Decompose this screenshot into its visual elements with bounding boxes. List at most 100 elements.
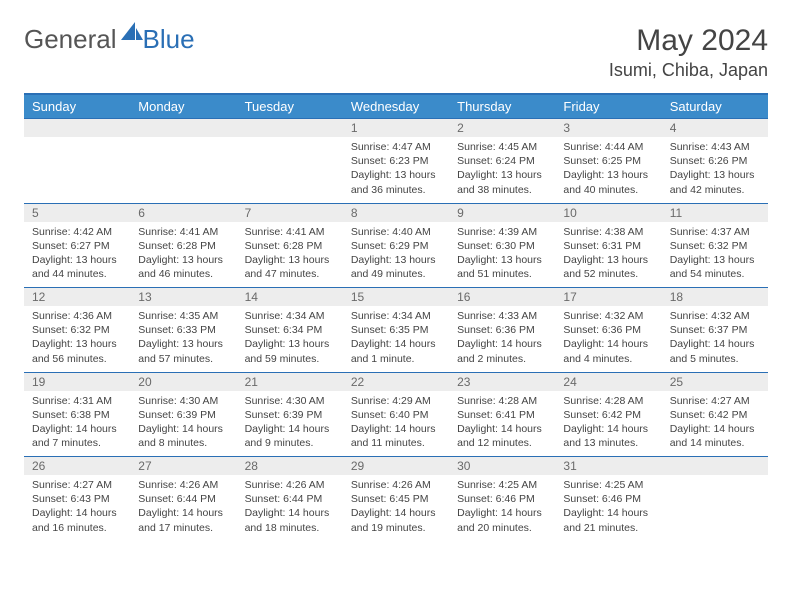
sunrise-text: Sunrise: 4:47 AM xyxy=(351,140,441,154)
sunrise-text: Sunrise: 4:28 AM xyxy=(457,394,547,408)
day-detail-cell: Sunrise: 4:31 AMSunset: 6:38 PMDaylight:… xyxy=(24,391,130,457)
day-detail-cell: Sunrise: 4:33 AMSunset: 6:36 PMDaylight:… xyxy=(449,306,555,372)
logo: General Blue xyxy=(24,24,195,55)
sunset-text: Sunset: 6:46 PM xyxy=(563,492,653,506)
daylight-text-2: and 52 minutes. xyxy=(563,267,653,281)
day-number-cell: 11 xyxy=(662,203,768,222)
day-number-cell xyxy=(130,119,236,138)
weekday-header: Sunday xyxy=(24,94,130,119)
daylight-text-1: Daylight: 14 hours xyxy=(245,422,335,436)
daylight-text-1: Daylight: 14 hours xyxy=(138,422,228,436)
day-detail-row: Sunrise: 4:36 AMSunset: 6:32 PMDaylight:… xyxy=(24,306,768,372)
day-detail-cell: Sunrise: 4:29 AMSunset: 6:40 PMDaylight:… xyxy=(343,391,449,457)
sunset-text: Sunset: 6:42 PM xyxy=(670,408,760,422)
day-number-cell: 30 xyxy=(449,457,555,476)
sunset-text: Sunset: 6:23 PM xyxy=(351,154,441,168)
daylight-text-2: and 8 minutes. xyxy=(138,436,228,450)
day-detail-cell: Sunrise: 4:38 AMSunset: 6:31 PMDaylight:… xyxy=(555,222,661,288)
sunset-text: Sunset: 6:31 PM xyxy=(563,239,653,253)
day-detail-cell xyxy=(130,137,236,203)
sunset-text: Sunset: 6:34 PM xyxy=(245,323,335,337)
day-number-cell: 9 xyxy=(449,203,555,222)
daylight-text-2: and 49 minutes. xyxy=(351,267,441,281)
sunrise-text: Sunrise: 4:40 AM xyxy=(351,225,441,239)
day-number-cell xyxy=(24,119,130,138)
day-detail-cell: Sunrise: 4:32 AMSunset: 6:37 PMDaylight:… xyxy=(662,306,768,372)
day-detail-cell: Sunrise: 4:36 AMSunset: 6:32 PMDaylight:… xyxy=(24,306,130,372)
day-detail-cell: Sunrise: 4:27 AMSunset: 6:42 PMDaylight:… xyxy=(662,391,768,457)
weekday-header: Saturday xyxy=(662,94,768,119)
day-number-cell: 12 xyxy=(24,288,130,307)
sunrise-text: Sunrise: 4:31 AM xyxy=(32,394,122,408)
day-number-cell: 2 xyxy=(449,119,555,138)
sunset-text: Sunset: 6:37 PM xyxy=(670,323,760,337)
day-detail-cell xyxy=(24,137,130,203)
sunrise-text: Sunrise: 4:39 AM xyxy=(457,225,547,239)
daylight-text-1: Daylight: 14 hours xyxy=(32,506,122,520)
day-number-cell: 21 xyxy=(237,372,343,391)
weekday-header: Thursday xyxy=(449,94,555,119)
daylight-text-1: Daylight: 14 hours xyxy=(670,422,760,436)
day-number-cell: 5 xyxy=(24,203,130,222)
day-detail-cell: Sunrise: 4:35 AMSunset: 6:33 PMDaylight:… xyxy=(130,306,236,372)
day-number-cell xyxy=(662,457,768,476)
weekday-header: Wednesday xyxy=(343,94,449,119)
sunset-text: Sunset: 6:29 PM xyxy=(351,239,441,253)
day-number-row: 1234 xyxy=(24,119,768,138)
daylight-text-2: and 13 minutes. xyxy=(563,436,653,450)
sunrise-text: Sunrise: 4:37 AM xyxy=(670,225,760,239)
sunrise-text: Sunrise: 4:29 AM xyxy=(351,394,441,408)
daylight-text-1: Daylight: 14 hours xyxy=(563,422,653,436)
daylight-text-2: and 47 minutes. xyxy=(245,267,335,281)
day-detail-row: Sunrise: 4:47 AMSunset: 6:23 PMDaylight:… xyxy=(24,137,768,203)
daylight-text-1: Daylight: 13 hours xyxy=(563,168,653,182)
day-detail-cell: Sunrise: 4:44 AMSunset: 6:25 PMDaylight:… xyxy=(555,137,661,203)
daylight-text-1: Daylight: 13 hours xyxy=(32,253,122,267)
daylight-text-1: Daylight: 14 hours xyxy=(457,422,547,436)
sunrise-text: Sunrise: 4:42 AM xyxy=(32,225,122,239)
day-number-cell: 10 xyxy=(555,203,661,222)
day-number-cell: 26 xyxy=(24,457,130,476)
sunset-text: Sunset: 6:46 PM xyxy=(457,492,547,506)
daylight-text-1: Daylight: 14 hours xyxy=(32,422,122,436)
day-number-cell: 15 xyxy=(343,288,449,307)
day-detail-cell: Sunrise: 4:37 AMSunset: 6:32 PMDaylight:… xyxy=(662,222,768,288)
daylight-text-2: and 56 minutes. xyxy=(32,352,122,366)
day-number-row: 262728293031 xyxy=(24,457,768,476)
day-number-cell: 1 xyxy=(343,119,449,138)
day-number-cell xyxy=(237,119,343,138)
daylight-text-1: Daylight: 14 hours xyxy=(351,422,441,436)
sunrise-text: Sunrise: 4:34 AM xyxy=(245,309,335,323)
day-detail-cell: Sunrise: 4:43 AMSunset: 6:26 PMDaylight:… xyxy=(662,137,768,203)
day-number-cell: 7 xyxy=(237,203,343,222)
daylight-text-2: and 20 minutes. xyxy=(457,521,547,535)
daylight-text-1: Daylight: 13 hours xyxy=(32,337,122,351)
daylight-text-1: Daylight: 14 hours xyxy=(670,337,760,351)
daylight-text-2: and 17 minutes. xyxy=(138,521,228,535)
sunrise-text: Sunrise: 4:30 AM xyxy=(138,394,228,408)
daylight-text-2: and 46 minutes. xyxy=(138,267,228,281)
day-number-cell: 27 xyxy=(130,457,236,476)
daylight-text-2: and 38 minutes. xyxy=(457,183,547,197)
daylight-text-2: and 40 minutes. xyxy=(563,183,653,197)
weekday-header: Tuesday xyxy=(237,94,343,119)
sunrise-text: Sunrise: 4:27 AM xyxy=(670,394,760,408)
sunrise-text: Sunrise: 4:28 AM xyxy=(563,394,653,408)
daylight-text-1: Daylight: 13 hours xyxy=(563,253,653,267)
day-detail-row: Sunrise: 4:42 AMSunset: 6:27 PMDaylight:… xyxy=(24,222,768,288)
daylight-text-2: and 11 minutes. xyxy=(351,436,441,450)
sunrise-text: Sunrise: 4:32 AM xyxy=(670,309,760,323)
day-number-cell: 17 xyxy=(555,288,661,307)
sunset-text: Sunset: 6:24 PM xyxy=(457,154,547,168)
logo-text-blue: Blue xyxy=(143,24,195,55)
sunset-text: Sunset: 6:44 PM xyxy=(245,492,335,506)
daylight-text-1: Daylight: 13 hours xyxy=(351,168,441,182)
daylight-text-1: Daylight: 14 hours xyxy=(351,337,441,351)
daylight-text-1: Daylight: 14 hours xyxy=(563,337,653,351)
daylight-text-1: Daylight: 14 hours xyxy=(457,506,547,520)
sunrise-text: Sunrise: 4:35 AM xyxy=(138,309,228,323)
daylight-text-2: and 12 minutes. xyxy=(457,436,547,450)
daylight-text-1: Daylight: 13 hours xyxy=(245,337,335,351)
sunrise-text: Sunrise: 4:26 AM xyxy=(138,478,228,492)
day-number-cell: 23 xyxy=(449,372,555,391)
